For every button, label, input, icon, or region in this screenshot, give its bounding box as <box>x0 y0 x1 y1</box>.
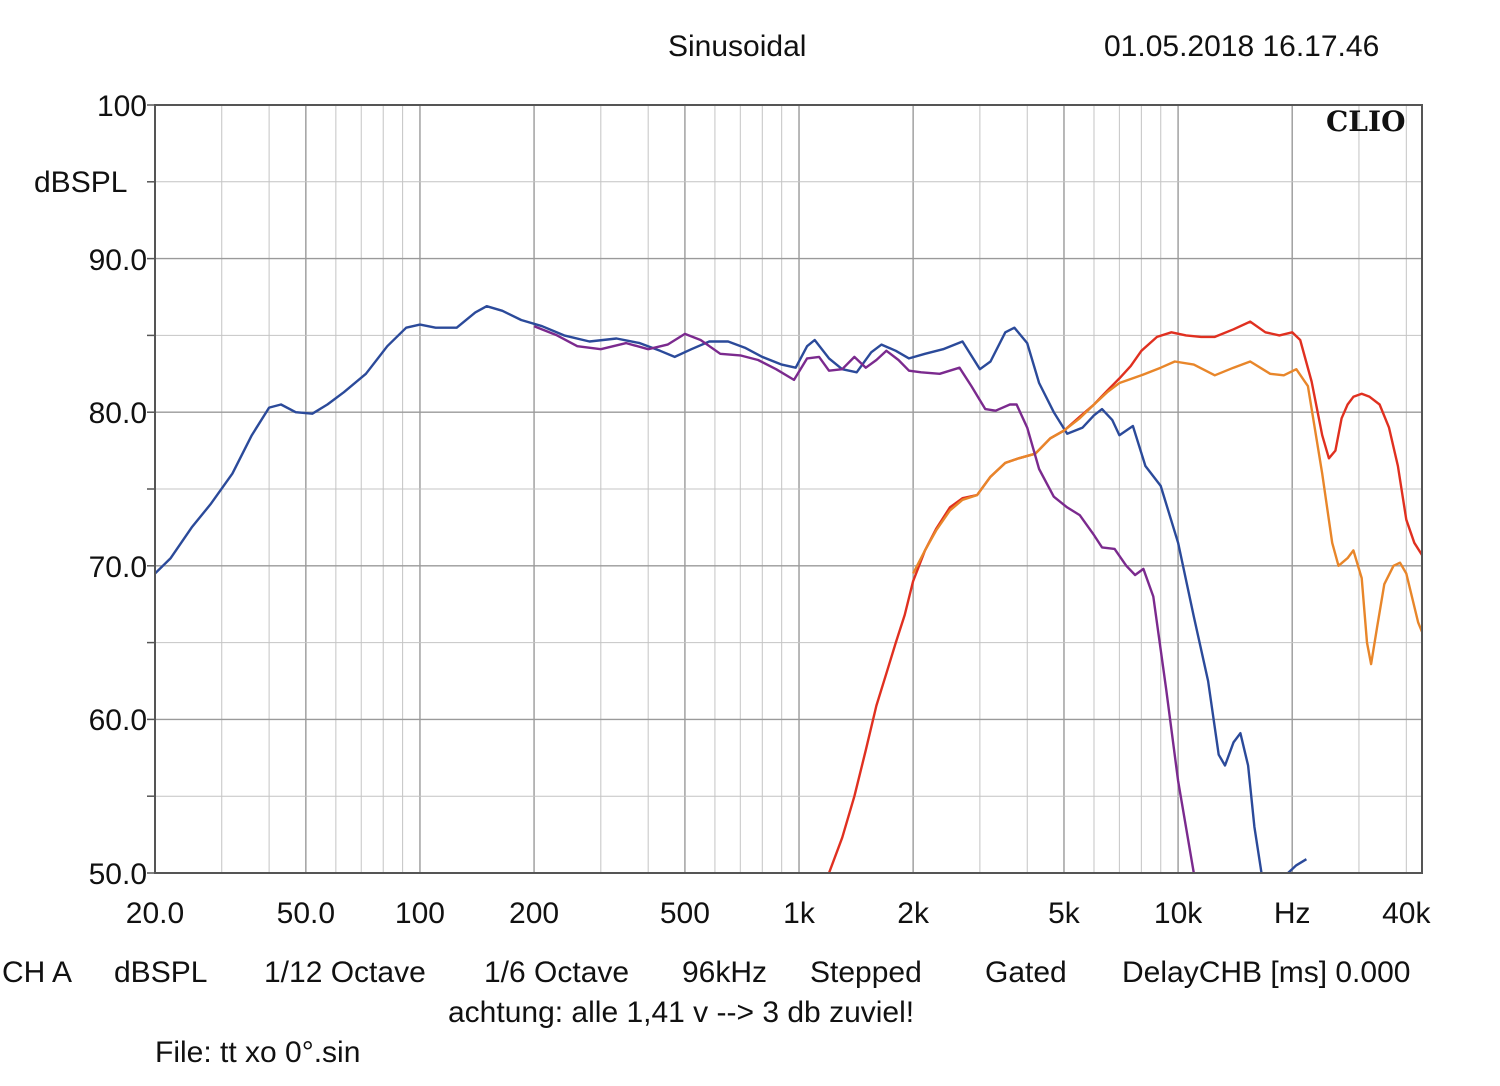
horizontal-gridlines <box>147 104 1422 874</box>
x-tick-label: 20.0 <box>125 897 185 930</box>
x-tick-label: 2k <box>897 897 929 930</box>
response-curve-3 <box>912 360 1422 666</box>
response-curve-2 <box>533 325 1195 873</box>
x-tick-label: 10k <box>1153 897 1203 930</box>
x-tick-label: 200 <box>509 897 560 930</box>
setting-gated: Gated <box>985 956 1067 989</box>
setting-stepped: Stepped <box>810 956 922 989</box>
setting-channel: CH A <box>2 956 73 989</box>
measurement-note: achtung: alle 1,41 v --> 3 db zuviel! <box>448 996 915 1029</box>
x-tick-label: 1k <box>783 897 815 930</box>
y-tick-label: 100 <box>96 90 147 123</box>
x-tick-label: Hz <box>1273 897 1311 930</box>
measurement-datetime: 01.05.2018 16.17.46 <box>1104 30 1380 63</box>
y-tick-label: 90.0 <box>88 243 147 277</box>
measurement-mode: Sinusoidal <box>668 30 807 63</box>
y-tick-label: 50.0 <box>88 858 147 891</box>
x-tick-label: 5k <box>1048 897 1080 930</box>
response-curve-4 <box>827 320 1422 873</box>
file-name: File: tt xo 0°.sin <box>155 1036 361 1069</box>
y-tick-label: 60.0 <box>88 704 147 738</box>
plot-frame <box>154 104 1423 874</box>
response-curve-0 <box>155 305 1263 873</box>
setting-smoothing-2: 1/6 Octave <box>484 956 630 989</box>
setting-samplerate: 96kHz <box>682 956 768 989</box>
setting-delay: DelayCHB [ms] 0.000 <box>1122 956 1411 989</box>
y-tick-label: 70.0 <box>88 550 147 584</box>
setting-unit: dBSPL <box>114 956 208 989</box>
x-tick-label: 50.0 <box>276 897 336 930</box>
x-tick-label: 100 <box>394 897 445 930</box>
x-tick-label: 500 <box>659 897 710 930</box>
clio-logo: CLIO <box>1326 105 1406 138</box>
y-tick-label: 80.0 <box>88 397 147 431</box>
y-axis-unit-label: dBSPL <box>34 166 128 199</box>
x-tick-label: 40k <box>1382 897 1431 930</box>
response-curve-1 <box>1287 858 1308 873</box>
response-curves <box>155 305 1422 873</box>
setting-smoothing-1: 1/12 Octave <box>264 956 426 989</box>
